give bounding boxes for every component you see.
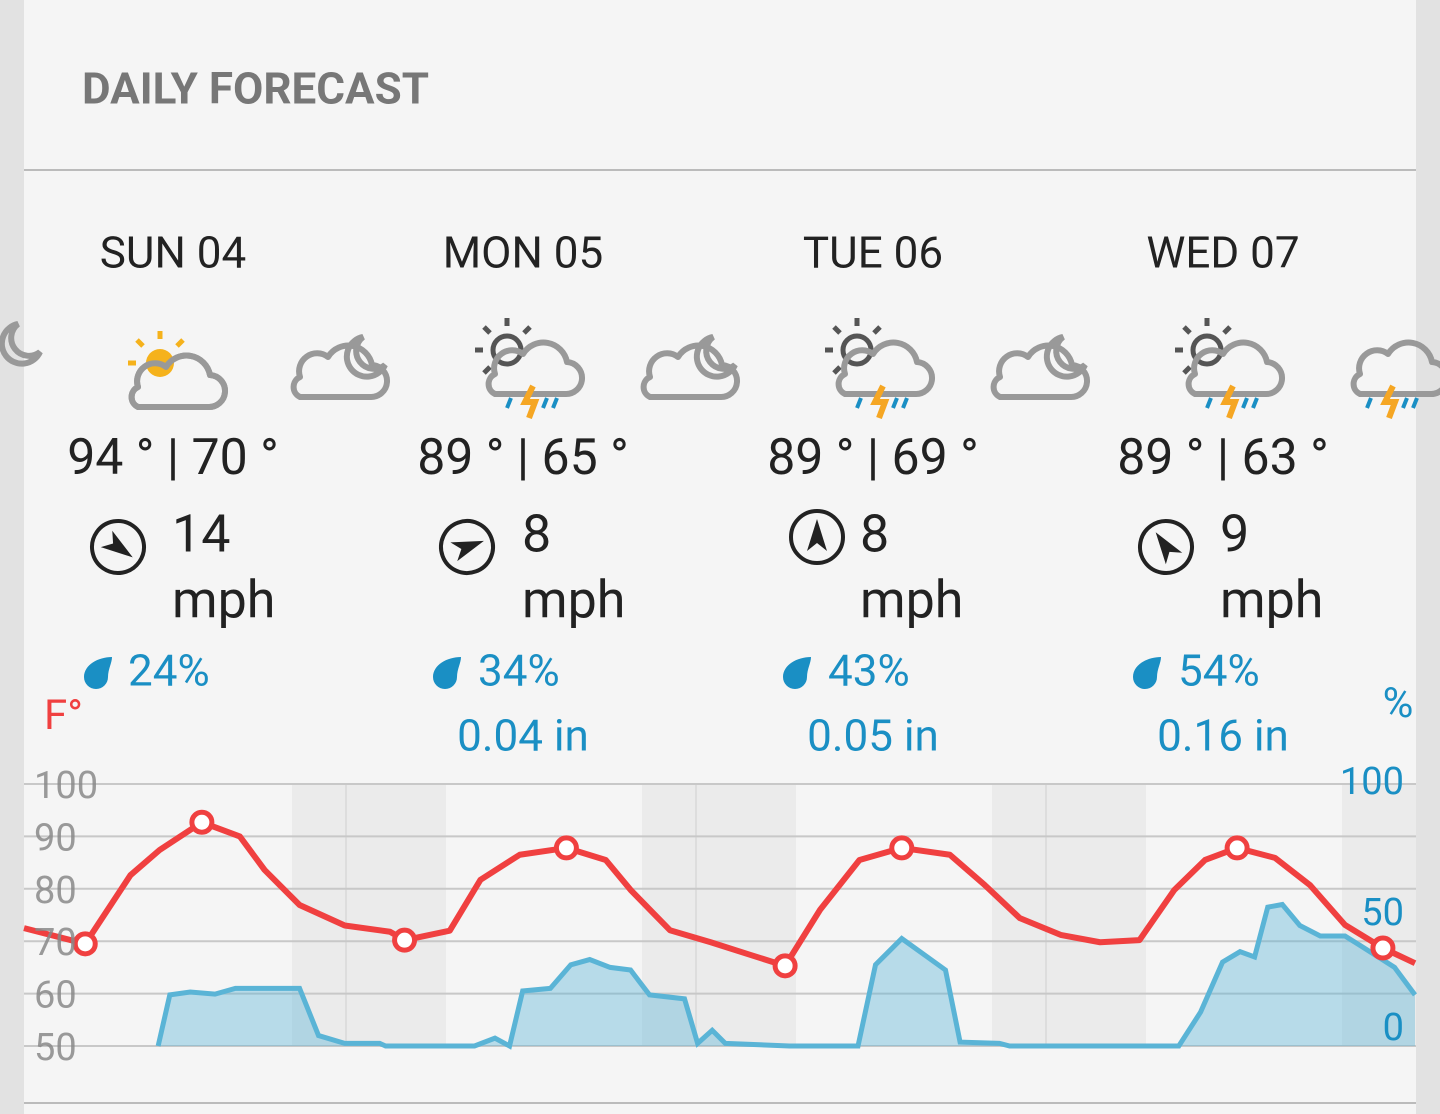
y-tick-label: 50 bbox=[34, 1026, 77, 1070]
y2-axis-label: % bbox=[1383, 679, 1414, 728]
wind-unit: mph bbox=[522, 570, 625, 631]
wind-unit: mph bbox=[1220, 570, 1323, 631]
night-bands bbox=[292, 784, 1416, 1046]
temperature-marker bbox=[392, 927, 418, 953]
y-axis-label: F° bbox=[44, 691, 83, 740]
temperature-marker bbox=[189, 809, 215, 835]
wind-speed: 8 bbox=[522, 504, 551, 565]
temperature-marker bbox=[72, 931, 98, 957]
day-name: TUE 06 bbox=[803, 227, 943, 279]
y-tick-label: 90 bbox=[34, 816, 77, 860]
day-name: SUN 04 bbox=[100, 227, 246, 279]
y-tick-label: 70 bbox=[34, 921, 77, 965]
precip-amount: 0.16 in bbox=[1157, 710, 1289, 762]
header-title: DAILY FORECAST bbox=[82, 63, 429, 115]
wind-speed: 14 bbox=[172, 504, 230, 565]
temperature-marker bbox=[772, 953, 798, 979]
precip-area bbox=[158, 904, 1415, 1046]
wind-speed: 9 bbox=[1220, 504, 1249, 565]
y2-tick-label: 50 bbox=[1361, 891, 1404, 935]
precip-line bbox=[155, 901, 1418, 1050]
y-tick-label: 100 bbox=[34, 764, 98, 808]
precip-chance: 43% bbox=[828, 645, 910, 697]
precip-chance: 24% bbox=[128, 645, 210, 697]
wind-unit: mph bbox=[172, 570, 275, 631]
precip-chance: 34% bbox=[478, 645, 560, 697]
y-tick-label: 60 bbox=[34, 974, 77, 1018]
temperature-marker bbox=[889, 835, 915, 861]
y-tick-label: 80 bbox=[34, 869, 77, 913]
wind-speed: 8 bbox=[860, 504, 889, 565]
precip-amount: 0.05 in bbox=[807, 710, 939, 762]
day-name: WED 07 bbox=[1146, 227, 1299, 279]
wind-unit: mph bbox=[860, 570, 963, 631]
day-lines bbox=[345, 784, 1047, 1046]
temperature-marker bbox=[553, 835, 579, 861]
temperatures: 89 ° | 69 ° bbox=[767, 429, 979, 487]
temperature-line bbox=[23, 819, 1417, 969]
y2-tick-label: 0 bbox=[1383, 1006, 1404, 1050]
temperature-marker bbox=[1370, 935, 1396, 961]
precip-chance: 54% bbox=[1178, 645, 1260, 697]
precip-amount: 0.04 in bbox=[457, 710, 589, 762]
temperatures: 94 ° | 70 ° bbox=[67, 429, 279, 487]
temperature-marker bbox=[1224, 835, 1250, 861]
y2-tick-label: 100 bbox=[1340, 760, 1404, 804]
temperatures: 89 ° | 63 ° bbox=[1117, 429, 1329, 487]
icons bbox=[2, 318, 1440, 689]
temperatures: 89 ° | 65 ° bbox=[417, 429, 629, 487]
day-name: MON 05 bbox=[443, 227, 603, 279]
